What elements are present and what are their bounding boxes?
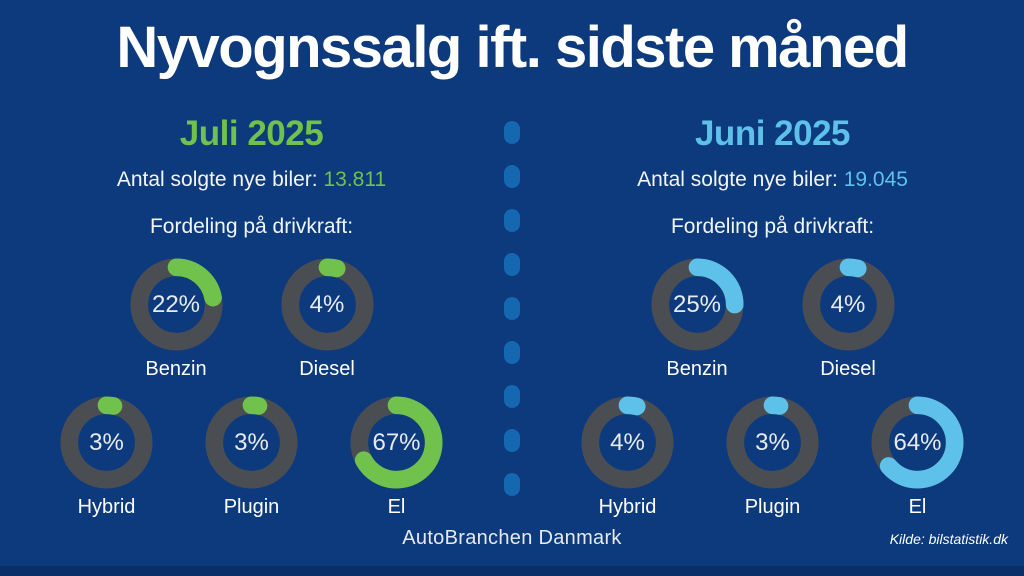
divider-dot — [504, 165, 520, 188]
month-columns: Juli 2025 Antal solgte nye biler: 13.811… — [0, 112, 1024, 526]
month-title-juli: Juli 2025 — [179, 114, 324, 153]
donut-benzin-juli: 22% Benzin — [129, 258, 223, 381]
donut-hybrid-juli: 3% Hybrid — [60, 396, 153, 519]
donut-row-2-juni: 4% Hybrid 3% Plugin 64% El — [581, 396, 964, 519]
donut-label: El — [387, 496, 406, 518]
donut-label: Diesel — [820, 358, 876, 380]
divider-dot — [504, 473, 520, 496]
donut-chart: 4% — [280, 258, 374, 351]
distribution-label-juni: Fordeling på drivkraft: — [670, 215, 875, 238]
donut-benzin-juni: 25% Benzin — [650, 258, 744, 381]
sold-line-juni: Antal solgte nye biler: 19.045 — [637, 168, 908, 192]
donut-label: Plugin — [223, 496, 280, 518]
donut-chart: 4% — [801, 258, 895, 351]
donut-diesel-juni: 4% Diesel — [801, 258, 895, 381]
sold-label-juni: Antal solgte nye biler: — [637, 168, 838, 191]
donut-percent: 3% — [89, 428, 124, 456]
sold-line-juli: Antal solgte nye biler: 13.811 — [117, 168, 386, 192]
sold-label-juli: Antal solgte nye biler: — [116, 168, 318, 191]
donut-hybrid-juni: 4% Hybrid — [581, 396, 674, 519]
donut-label: Benzin — [145, 358, 207, 380]
donut-percent: 4% — [830, 290, 866, 318]
brand-text: AutoBranchen Danmark — [402, 527, 622, 549]
donut-chart: 3% — [205, 396, 298, 489]
divider-dot — [504, 253, 520, 276]
donut-percent: 4% — [610, 428, 645, 456]
donut-label: Benzin — [666, 358, 728, 380]
divider-dot — [504, 209, 520, 232]
donut-ring — [581, 396, 674, 489]
donut-chart: 3% — [726, 396, 819, 489]
donut-diesel-juli: 4% Diesel — [280, 258, 374, 381]
donut-chart: 22% — [129, 258, 223, 351]
divider-dot — [504, 429, 520, 452]
donut-row-2-juli: 3% Hybrid 3% Plugin 67% El — [60, 396, 443, 519]
donut-ring — [205, 396, 298, 489]
donut-percent: 25% — [672, 290, 722, 318]
donut-percent: 64% — [893, 428, 942, 456]
divider-dot — [504, 297, 520, 320]
month-title-juni: Juni 2025 — [694, 114, 851, 153]
donut-percent: 3% — [234, 428, 269, 456]
donut-percent: 3% — [755, 428, 790, 456]
donut-ring — [129, 258, 223, 351]
donut-label: Hybrid — [598, 496, 657, 518]
donut-ring — [60, 396, 153, 489]
donut-el-juni: 64% El — [871, 396, 964, 519]
donut-plugin-juni: 3% Plugin — [726, 396, 819, 519]
bottom-strip — [0, 566, 1024, 576]
sold-value-juni: 19.045 — [843, 168, 908, 191]
source-text: Kilde: bilstatistik.dk — [889, 531, 1008, 547]
donut-percent: 67% — [372, 428, 421, 456]
donut-chart: 67% — [350, 396, 443, 489]
donut-percent: 22% — [151, 290, 201, 318]
donut-chart: 64% — [871, 396, 964, 489]
donut-label: El — [908, 496, 927, 518]
donut-label: Diesel — [299, 358, 355, 380]
donut-label: Plugin — [744, 496, 801, 518]
donut-chart: 3% — [60, 396, 153, 489]
section-juni: Juni 2025 Antal solgte nye biler: 19.045… — [521, 112, 1024, 526]
divider-dot — [504, 385, 520, 408]
divider-dot — [504, 341, 520, 364]
donut-row-1-juli: 22% Benzin 4% Diesel — [129, 258, 374, 381]
sold-value-juli: 13.811 — [323, 168, 387, 191]
donut-ring — [801, 258, 895, 351]
dotted-divider — [503, 112, 521, 526]
donut-el-juli: 67% El — [350, 396, 443, 519]
donut-ring — [350, 396, 443, 489]
distribution-label-juli: Fordeling på drivkraft: — [149, 215, 354, 238]
donut-ring — [280, 258, 374, 351]
section-juli: Juli 2025 Antal solgte nye biler: 13.811… — [0, 112, 503, 526]
donut-row-1-juni: 25% Benzin 4% Diesel — [650, 258, 895, 381]
donut-ring — [726, 396, 819, 489]
donut-percent: 4% — [309, 290, 345, 318]
donut-plugin-juli: 3% Plugin — [205, 396, 298, 519]
donut-label: Hybrid — [77, 496, 136, 518]
page-title: Nyvognssalg ift. sidste måned — [116, 15, 909, 80]
donut-chart: 25% — [650, 258, 744, 351]
divider-dot — [504, 121, 520, 144]
donut-chart: 4% — [581, 396, 674, 489]
donut-ring — [871, 396, 964, 489]
donut-ring — [650, 258, 744, 351]
